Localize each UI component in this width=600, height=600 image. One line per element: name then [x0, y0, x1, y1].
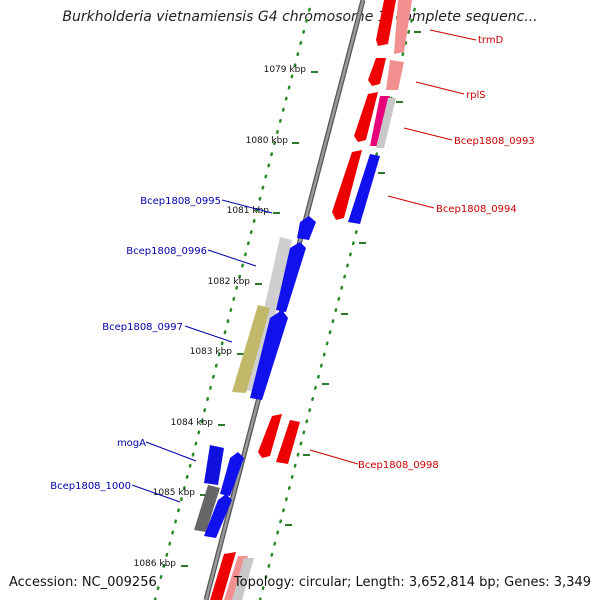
- tick-label-1081: 1081 kbp: [227, 206, 270, 216]
- tick-label-1080: 1080 kbp: [246, 136, 289, 146]
- leader-lines: [131, 29, 477, 503]
- label-Bcep1808_0996[interactable]: Bcep1808_0996: [126, 246, 207, 257]
- forward-genes: [210, 0, 412, 600]
- similarity-bar-grey: [246, 237, 292, 393]
- summary-text: Topology: circular; Length: 3,652,814 bp…: [233, 575, 591, 590]
- gene-Bcep1808_1000[interactable]: [204, 494, 232, 538]
- tick-label-1082: 1082 kbp: [208, 277, 251, 287]
- label-Bcep1808_0998[interactable]: Bcep1808_0998: [358, 460, 439, 471]
- gene-rplS-shade: [386, 60, 404, 90]
- label-Bcep1808_0997[interactable]: Bcep1808_0997: [102, 322, 183, 333]
- gene-Bcep1808_0994-shade: [348, 154, 380, 224]
- label-Bcep1808_0993[interactable]: Bcep1808_0993: [454, 136, 535, 147]
- gene-Bcep1808_0998-b: [276, 420, 300, 464]
- reverse-genes: [204, 216, 316, 538]
- similarity-bar-olive: [232, 305, 270, 393]
- label-Bcep1808_0994[interactable]: Bcep1808_0994: [436, 204, 517, 215]
- gene-Bcep1808_0994[interactable]: [332, 150, 362, 220]
- gene-Bcep1808_0998[interactable]: [258, 414, 282, 458]
- label-Bcep1808_0995[interactable]: Bcep1808_0995: [140, 196, 221, 207]
- accession-text: Accession: NC_009256: [9, 575, 157, 590]
- gene-Bcep1808_0993-grey: [376, 98, 396, 148]
- similarity-track: [194, 237, 292, 532]
- gene-rplS[interactable]: [368, 58, 386, 86]
- tick-label-1086: 1086 kbp: [134, 559, 177, 569]
- tick-label-1079: 1079 kbp: [264, 65, 307, 75]
- gene-mogA-left[interactable]: [204, 445, 224, 485]
- tick-label-1085: 1085 kbp: [153, 488, 196, 498]
- label-rplS[interactable]: rplS: [466, 90, 486, 101]
- tick-label-1084: 1084 kbp: [171, 418, 214, 428]
- gene-Bcep1808_0995[interactable]: [297, 216, 316, 240]
- gene-trmD[interactable]: [376, 0, 396, 46]
- similarity-bar-dark: [194, 485, 220, 532]
- label-Bcep1808_1000[interactable]: Bcep1808_1000: [50, 481, 131, 492]
- map-title: Burkholderia vietnamiensis G4 chromosome…: [62, 9, 538, 25]
- gene-Bcep1808_0997[interactable]: [250, 310, 288, 400]
- gene-Bcep1808_0993[interactable]: [354, 92, 378, 142]
- gene-Bcep1808_0993-shade: [370, 96, 390, 146]
- gene-trmD-shade: [394, 0, 412, 54]
- label-trmD[interactable]: trmD: [478, 35, 504, 46]
- tick-label-1083: 1083 kbp: [190, 347, 233, 357]
- label-mogA[interactable]: mogA: [117, 438, 146, 449]
- gene-mogA[interactable]: [220, 452, 244, 496]
- gene-bottom-red[interactable]: [210, 552, 236, 600]
- outer-left-track: [153, 0, 314, 600]
- gene-Bcep1808_0996[interactable]: [276, 242, 306, 312]
- gene-bottom-grey: [232, 558, 254, 600]
